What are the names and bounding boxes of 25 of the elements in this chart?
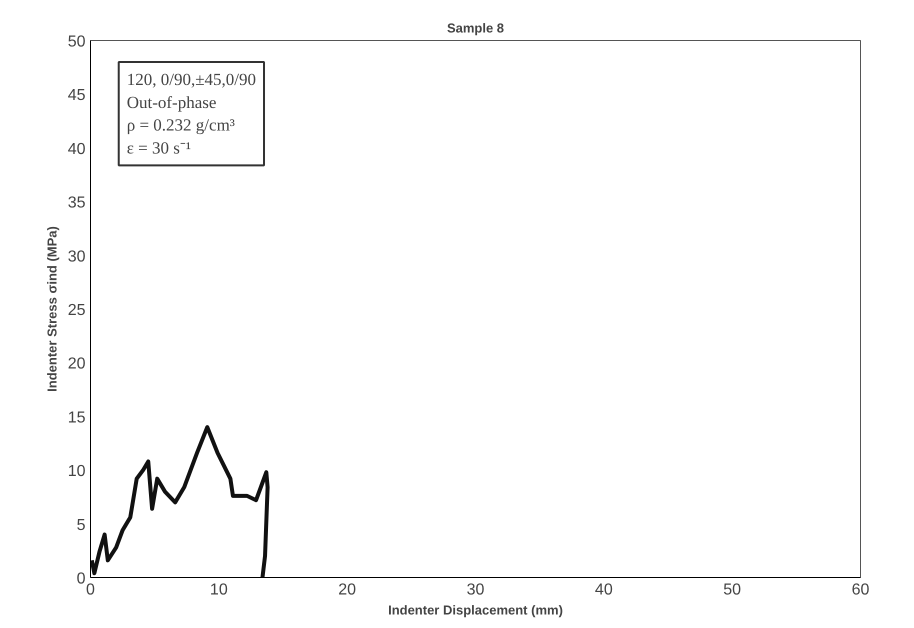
y-tick-label: 20 <box>68 356 86 373</box>
annotation: ρ = 0.232 g/cm³ <box>126 116 235 135</box>
x-axis-title: Indenter Displacement (mm) <box>388 602 563 618</box>
annotation: 120, 0/90,±45,0/90 <box>126 70 256 89</box>
annotation: Out-of-phase <box>126 92 216 112</box>
line-series <box>90 425 270 578</box>
y-tick-label: 40 <box>68 140 86 158</box>
y-tick-label: 25 <box>68 302 86 319</box>
y-tick-label: 50 <box>68 34 86 50</box>
y-tick-label: 30 <box>68 248 86 266</box>
y-tick-label: 0 <box>76 570 86 588</box>
annotation: ε = 30 s⁻¹ <box>126 138 191 158</box>
x-tick-label: 40 <box>594 582 613 598</box>
y-tick-label: 35 <box>68 194 86 212</box>
chart-title: Sample 8 <box>446 20 504 36</box>
y-tick-label: 45 <box>68 87 86 104</box>
y-tick-label: 5 <box>76 516 86 534</box>
y-tick-label: 15 <box>68 409 86 426</box>
x-tick-label: 60 <box>852 582 870 598</box>
y-axis-title: Indenter Stress σind (MPa) <box>44 226 60 392</box>
x-tick-label: 30 <box>466 582 484 598</box>
x-tick-label: 50 <box>723 582 742 598</box>
x-tick-label: 20 <box>338 582 356 598</box>
x-tick-label: 10 <box>210 582 228 598</box>
y-tick-label: 10 <box>68 463 86 480</box>
